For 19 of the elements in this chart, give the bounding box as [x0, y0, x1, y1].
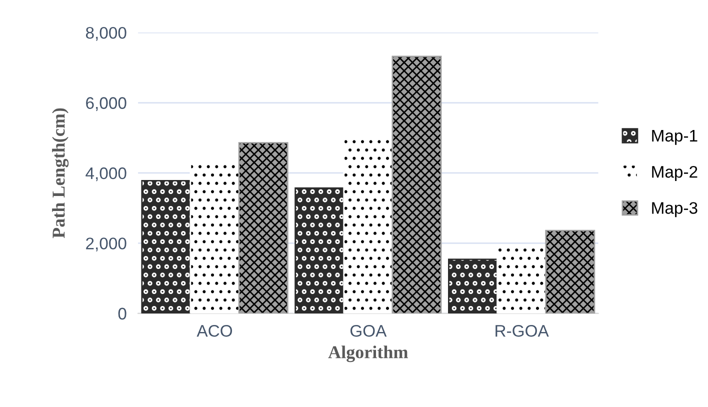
y-tick-label: 6,000: [86, 97, 126, 111]
y-axis-title: Path Length(cm): [52, 108, 69, 238]
y-tick-label: 8,000: [86, 26, 126, 41]
y-tick-label: 4,000: [86, 167, 126, 182]
legend-label: Map-3: [652, 202, 698, 218]
bar: [294, 187, 345, 314]
y-tick-label: 0: [118, 308, 126, 320]
bar: [141, 180, 192, 314]
bar: [238, 142, 288, 314]
x-tick-label: ACO: [196, 324, 232, 337]
y-tick-label: 2,000: [86, 238, 126, 252]
bar: [448, 258, 498, 314]
legend-label: Map-1: [652, 130, 698, 145]
bar: [545, 230, 596, 314]
x-axis-title: Algorithm: [328, 346, 408, 362]
legend-label: Map-2: [652, 166, 698, 182]
x-tick-label: R-GOA: [496, 324, 549, 337]
x-tick-label: GOA: [350, 324, 387, 337]
bar: [392, 56, 442, 314]
